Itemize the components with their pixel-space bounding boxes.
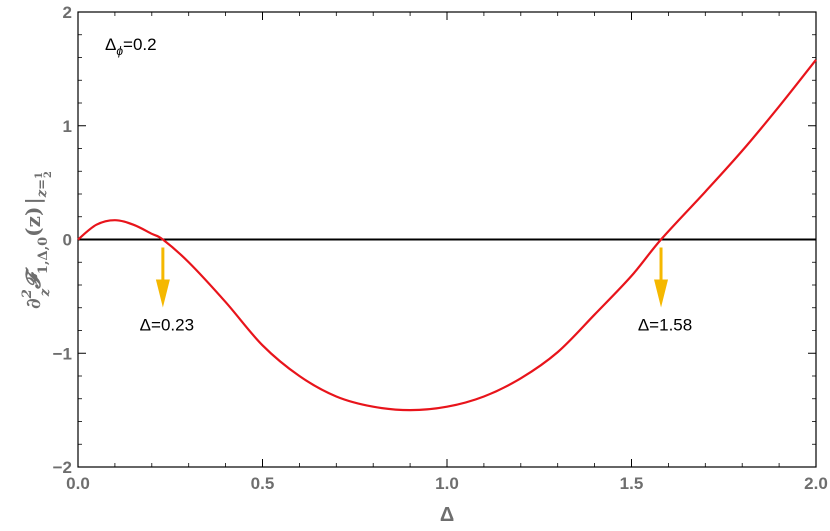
y-tick-label: 1 (63, 117, 72, 136)
y-tick-label: 0 (63, 231, 72, 250)
x-tick-label: 0.5 (251, 474, 275, 493)
tick-labels: 0.0 0.5 1.0 1.5 2.0 2 1 0 −1 −2 (53, 3, 828, 493)
x-tick-label: 2.0 (804, 474, 828, 493)
series-line (77, 59, 817, 412)
root-arrow-head (155, 279, 170, 308)
delta-phi-annotation: Δϕ=0.2 (105, 35, 157, 58)
x-axis-title: Δ (440, 504, 454, 526)
x-tick-label: 0.0 (66, 474, 90, 493)
root-arrow-head (654, 279, 669, 308)
x-tick-label: 1.5 (620, 474, 644, 493)
root-label-left: Δ=0.23 (140, 316, 194, 335)
x-tick-label: 1.0 (435, 474, 459, 493)
y-tick-label: −1 (53, 344, 72, 363)
ticks (77, 11, 817, 468)
y-tick-label: 2 (63, 3, 72, 22)
y-tick-label: −2 (53, 458, 72, 477)
y-axis-title: ∂2 z𝓕1,Δ,0(z)|z=12 (20, 171, 54, 309)
root-label-right: Δ=1.58 (638, 316, 692, 335)
root-arrows (155, 247, 669, 308)
